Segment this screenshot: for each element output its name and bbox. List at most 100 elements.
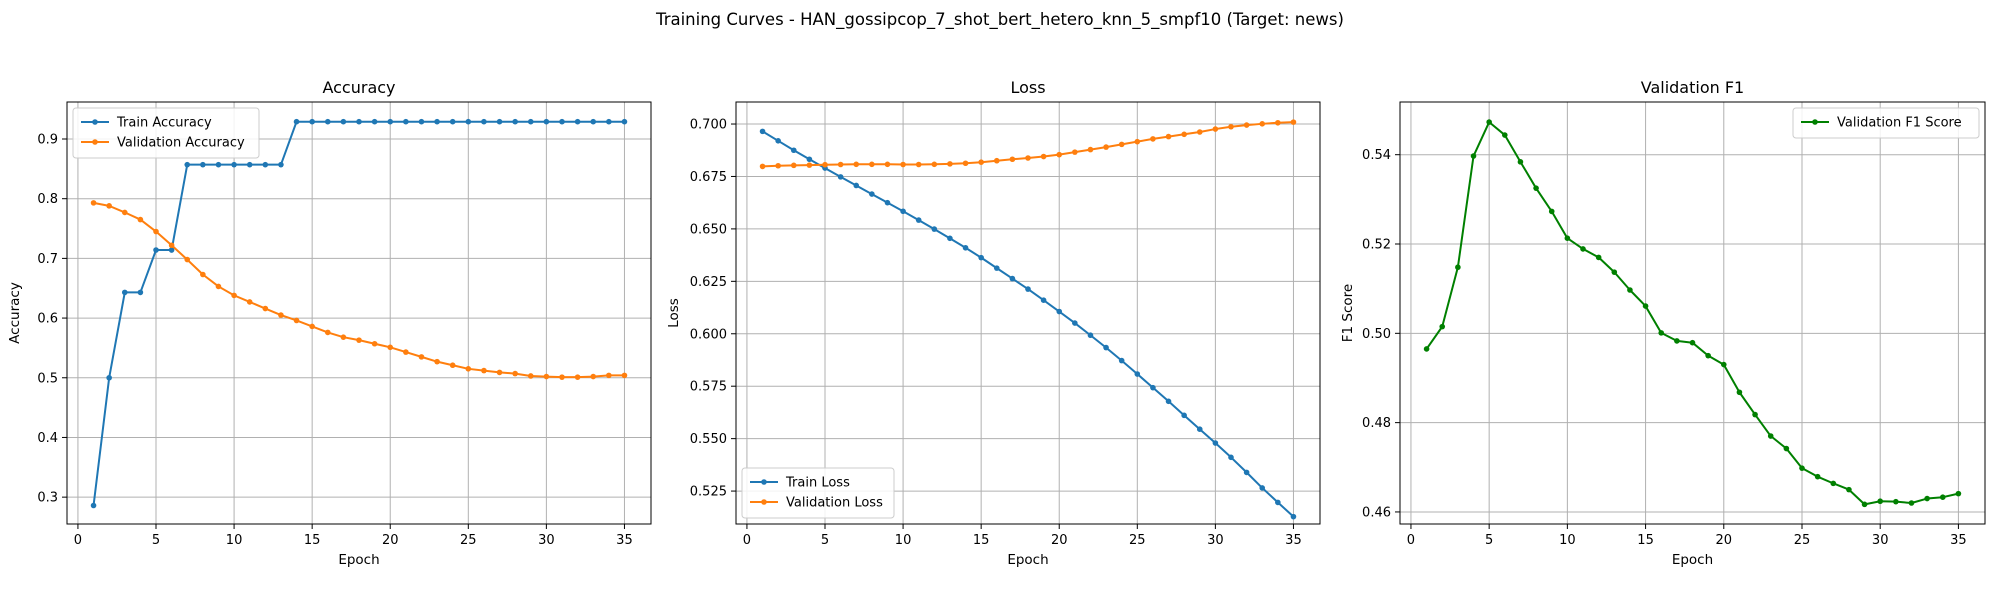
legend-label: Train Accuracy: [116, 116, 212, 131]
legend: Validation F1 Score: [1792, 107, 1980, 139]
data-point-train-loss: [962, 244, 969, 251]
x-tick-label: 10: [895, 533, 912, 548]
data-point-train-accuracy: [403, 118, 409, 125]
data-point-train-loss: [1103, 344, 1109, 351]
data-point-validation-loss: [1196, 129, 1203, 135]
data-point-train-loss: [853, 182, 860, 189]
data-point-validation-accuracy: [606, 372, 612, 379]
data-point-train-accuracy: [606, 118, 612, 125]
data-point-validation-f1-score: [1893, 498, 1899, 505]
data-point-validation-loss: [1150, 136, 1156, 142]
data-point-validation-f1-score: [1455, 264, 1461, 271]
data-point-validation-loss: [1228, 123, 1234, 130]
x-tick-label: 35: [616, 533, 633, 548]
data-point-validation-loss: [822, 161, 828, 168]
data-point-validation-loss: [775, 162, 781, 169]
data-point-train-accuracy: [262, 161, 269, 168]
data-point-validation-f1-score: [1767, 433, 1774, 439]
data-point-validation-f1-score: [1955, 490, 1962, 497]
data-point-validation-loss: [1165, 133, 1172, 140]
legend-box: [741, 467, 895, 519]
data-point-validation-f1-score: [1720, 361, 1727, 368]
x-tick-label: 20: [1716, 533, 1733, 548]
data-point-validation-f1-score: [1877, 498, 1884, 505]
y-tick-label: 0.6: [37, 312, 58, 327]
data-point-validation-accuracy: [590, 373, 597, 380]
data-point-validation-accuracy: [106, 203, 112, 209]
data-point-validation-f1-score: [1580, 246, 1586, 252]
data-point-validation-f1-score: [1814, 473, 1821, 480]
legend-swatch-marker: [92, 139, 98, 145]
data-point-validation-loss: [1056, 151, 1063, 158]
data-point-train-accuracy: [200, 161, 206, 168]
data-point-validation-accuracy: [262, 305, 269, 312]
data-point-train-loss: [837, 174, 844, 180]
data-point-validation-loss: [759, 163, 766, 170]
subplot-title: Validation F1: [1641, 78, 1744, 97]
data-point-train-loss: [775, 138, 781, 144]
legend-label: Validation Loss: [786, 496, 883, 511]
data-point-validation-loss: [1009, 156, 1016, 163]
data-point-validation-accuracy: [340, 334, 347, 340]
data-point-train-accuracy: [465, 118, 472, 125]
data-point-validation-f1-score: [1486, 119, 1492, 125]
legend-swatch-marker: [761, 479, 767, 485]
y-tick-label: 0.575: [690, 380, 727, 395]
data-point-validation-f1-score: [1783, 445, 1790, 452]
data-point-validation-f1-score: [1939, 494, 1946, 501]
x-tick-label: 35: [1285, 533, 1302, 548]
data-point-train-accuracy: [324, 118, 331, 125]
data-point-validation-loss: [1259, 121, 1266, 127]
data-point-validation-accuracy: [278, 312, 284, 318]
legend: Train Loss Validation Loss: [741, 467, 895, 519]
data-point-train-accuracy: [527, 118, 534, 125]
data-point-validation-f1-score: [1830, 480, 1837, 487]
y-tick-label: 0.700: [690, 118, 727, 133]
data-point-validation-loss: [1087, 146, 1094, 153]
data-point-train-loss: [790, 147, 797, 154]
data-point-validation-f1-score: [1423, 346, 1430, 352]
data-point-validation-accuracy: [246, 299, 253, 305]
data-point-train-accuracy: [574, 118, 581, 125]
data-point-validation-loss: [806, 162, 813, 168]
x-tick-label: 35: [1950, 533, 1967, 548]
axes-frame: [735, 101, 1321, 525]
data-point-validation-accuracy: [309, 323, 315, 330]
data-point-validation-loss: [837, 161, 844, 168]
data-point-validation-loss: [1040, 153, 1047, 160]
data-point-validation-loss: [1072, 149, 1078, 155]
data-point-train-accuracy: [215, 161, 222, 168]
data-point-validation-f1-score: [1846, 486, 1852, 493]
y-tick-label: 0.4: [37, 431, 58, 446]
data-point-validation-loss: [993, 157, 1000, 164]
axes-frame: [1399, 101, 1986, 525]
y-tick-label: 0.46: [1362, 505, 1391, 520]
data-point-validation-f1-score: [1658, 330, 1665, 336]
data-point-train-loss: [1275, 499, 1281, 506]
y-tick-label: 0.3: [37, 491, 58, 506]
x-tick-label: 10: [1559, 533, 1576, 548]
data-point-validation-f1-score: [1564, 235, 1571, 242]
data-point-validation-accuracy: [449, 362, 456, 369]
data-point-validation-accuracy: [293, 317, 300, 324]
data-point-train-loss: [931, 226, 938, 232]
data-point-validation-f1-score: [1517, 159, 1524, 165]
data-point-validation-accuracy: [621, 372, 628, 379]
data-point-validation-accuracy: [434, 358, 440, 365]
x-tick-label: 20: [1051, 533, 1068, 548]
data-point-validation-f1-score: [1642, 303, 1649, 309]
data-point-validation-accuracy: [121, 209, 128, 216]
data-point-train-loss: [993, 265, 1000, 271]
data-point-validation-loss: [1134, 138, 1141, 145]
data-point-validation-accuracy: [200, 271, 206, 278]
data-point-validation-f1-score: [1799, 465, 1805, 471]
y-axis-label: F1 Score: [1340, 284, 1356, 342]
data-point-validation-accuracy: [324, 329, 331, 336]
data-point-validation-loss: [1275, 119, 1281, 126]
data-point-validation-loss: [1243, 122, 1250, 128]
data-point-validation-accuracy: [559, 374, 565, 380]
data-point-validation-f1-score: [1924, 495, 1930, 502]
data-point-train-loss: [900, 208, 906, 215]
legend-swatch-marker: [1812, 119, 1818, 125]
